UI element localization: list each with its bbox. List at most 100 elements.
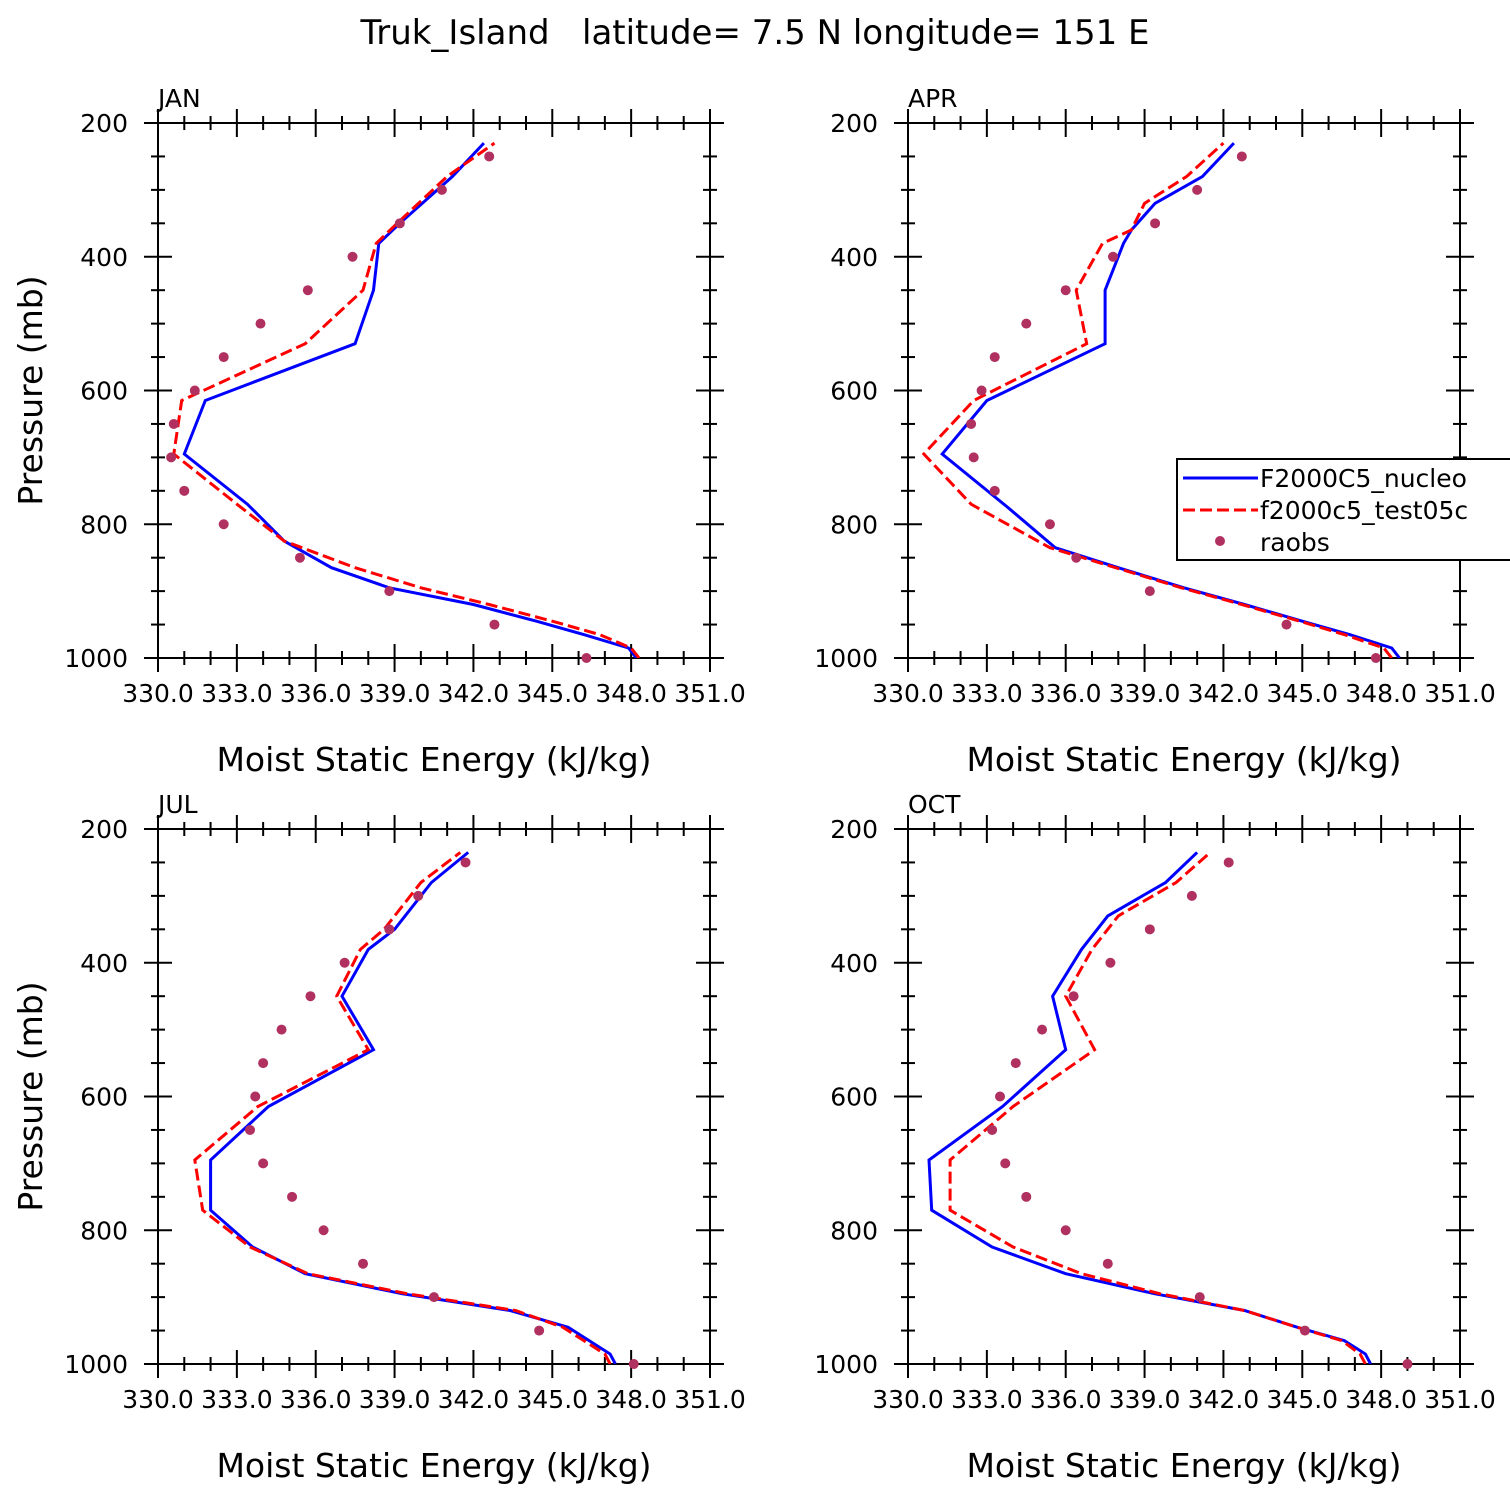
raobs-point — [413, 890, 424, 901]
x-tick-label: 351.0 — [674, 679, 746, 708]
x-tick-label: 333.0 — [951, 1385, 1023, 1414]
y-tick-label: 600 — [830, 1083, 878, 1112]
x-tick-label: 339.0 — [359, 679, 431, 708]
raobs-point — [1144, 924, 1155, 935]
raobs-point — [1071, 552, 1082, 563]
raobs-point — [429, 1292, 439, 1303]
raobs-point — [218, 519, 229, 530]
y-tick-label: 400 — [80, 949, 128, 978]
series-line-f2000c5-nucleo — [927, 851, 1372, 1364]
series-line-f2000c5-nucleo — [182, 142, 638, 658]
raobs-point — [287, 1191, 298, 1202]
x-axis-label: Moist Static Energy (kJ/kg) — [966, 1446, 1401, 1485]
raobs-point — [276, 1024, 287, 1035]
raobs-point — [1000, 1158, 1011, 1169]
x-tick-label: 351.0 — [674, 1385, 746, 1414]
x-tick-label: 339.0 — [359, 1385, 431, 1414]
raobs-point — [1144, 586, 1155, 597]
raobs-point — [581, 653, 592, 663]
x-tick-label: 348.0 — [595, 1385, 667, 1414]
raobs-point — [1105, 957, 1116, 968]
raobs-point — [218, 352, 229, 363]
raobs-point — [1044, 519, 1055, 530]
x-tick-label: 339.0 — [1109, 679, 1181, 708]
panel-title: JAN — [156, 84, 201, 113]
series-line-f2000c5-nucleo — [209, 851, 617, 1364]
x-tick-label: 345.0 — [516, 679, 588, 708]
raobs-point — [302, 285, 313, 296]
raobs-point — [1299, 1325, 1310, 1336]
plot-frame — [157, 828, 711, 1365]
raobs-point — [250, 1091, 261, 1102]
legend-label: F2000C5_nucleo — [1260, 464, 1467, 493]
x-tick-label: 351.0 — [1424, 679, 1496, 708]
raobs-point — [987, 1124, 998, 1135]
raobs-point — [1102, 1258, 1113, 1269]
raobs-point — [189, 385, 200, 396]
raobs-point — [436, 184, 447, 195]
chart-panel: 330.0 333.0 336.0 339.0 342.0 345.0 348.0 351.0… — [11, 84, 746, 779]
x-tick-label: 330.0 — [872, 679, 944, 708]
raobs-point — [1150, 218, 1161, 229]
y-tick-label: 1000 — [64, 1350, 128, 1379]
raobs-point — [489, 619, 500, 630]
x-tick-label: 351.0 — [1424, 1385, 1496, 1414]
series-line-f2000c5-test05c — [921, 141, 1393, 658]
y-tick-label: 1000 — [64, 644, 128, 673]
raobs-point — [384, 586, 395, 597]
x-tick-label: 336.0 — [1030, 679, 1102, 708]
y-tick-label: 600 — [80, 377, 128, 406]
panel-title: APR — [908, 84, 958, 113]
y-tick-label: 600 — [830, 377, 878, 406]
x-tick-label: 345.0 — [516, 1385, 588, 1414]
y-tick-label: 200 — [830, 109, 878, 138]
raobs-point — [460, 857, 471, 868]
x-axis-label: Moist Static Energy (kJ/kg) — [216, 740, 651, 779]
raobs-point — [305, 991, 316, 1002]
x-axis-label: Moist Static Energy (kJ/kg) — [966, 740, 1401, 779]
x-tick-label: 333.0 — [201, 679, 273, 708]
y-tick-label: 1000 — [814, 644, 878, 673]
raobs-point — [255, 318, 266, 329]
panel-title: JUL — [156, 790, 198, 819]
y-tick-label: 800 — [80, 510, 128, 539]
plot-area — [921, 141, 1401, 658]
y-tick-label: 800 — [830, 1216, 878, 1245]
legend-label: f2000c5_test05c — [1260, 496, 1468, 525]
y-axis-label: Pressure (mb) — [11, 275, 50, 505]
x-tick-label: 342.0 — [1188, 679, 1260, 708]
plot-area — [193, 851, 617, 1364]
y-tick-label: 1000 — [814, 1350, 878, 1379]
y-tick-label: 200 — [80, 815, 128, 844]
raobs-point — [384, 924, 395, 935]
x-tick-label: 336.0 — [280, 679, 352, 708]
y-tick-label: 400 — [80, 243, 128, 272]
series-line-f2000c5-test05c — [172, 141, 641, 658]
plot-frame — [907, 828, 1461, 1365]
raobs-point — [179, 485, 190, 496]
raobs-point — [1068, 991, 1079, 1002]
raobs-point — [1370, 653, 1381, 663]
x-tick-label: 330.0 — [122, 679, 194, 708]
raobs-point — [968, 452, 979, 463]
x-tick-label: 330.0 — [872, 1385, 944, 1414]
x-tick-label: 333.0 — [201, 1385, 273, 1414]
raobs-point — [1021, 318, 1032, 329]
series-line-f2000c5-nucleo — [940, 142, 1401, 658]
raobs-point — [347, 251, 358, 262]
legend-dot-raobs — [1215, 536, 1225, 546]
raobs-point — [1010, 1058, 1021, 1069]
chart-panel: 330.0 333.0 336.0 339.0 342.0 345.0 348.0 351.0… — [814, 790, 1495, 1485]
raobs-point — [989, 485, 1000, 496]
series-line-f2000c5-test05c — [948, 851, 1367, 1364]
x-tick-label: 330.0 — [122, 1385, 194, 1414]
y-tick-label: 200 — [80, 109, 128, 138]
raobs-point — [394, 218, 405, 229]
raobs-point — [966, 418, 977, 429]
raobs-point — [1186, 890, 1197, 901]
raobs-point — [1236, 151, 1247, 162]
raobs-point — [628, 1359, 639, 1369]
raobs-point — [1192, 184, 1203, 195]
y-axis-label: Pressure (mb) — [11, 981, 50, 1211]
